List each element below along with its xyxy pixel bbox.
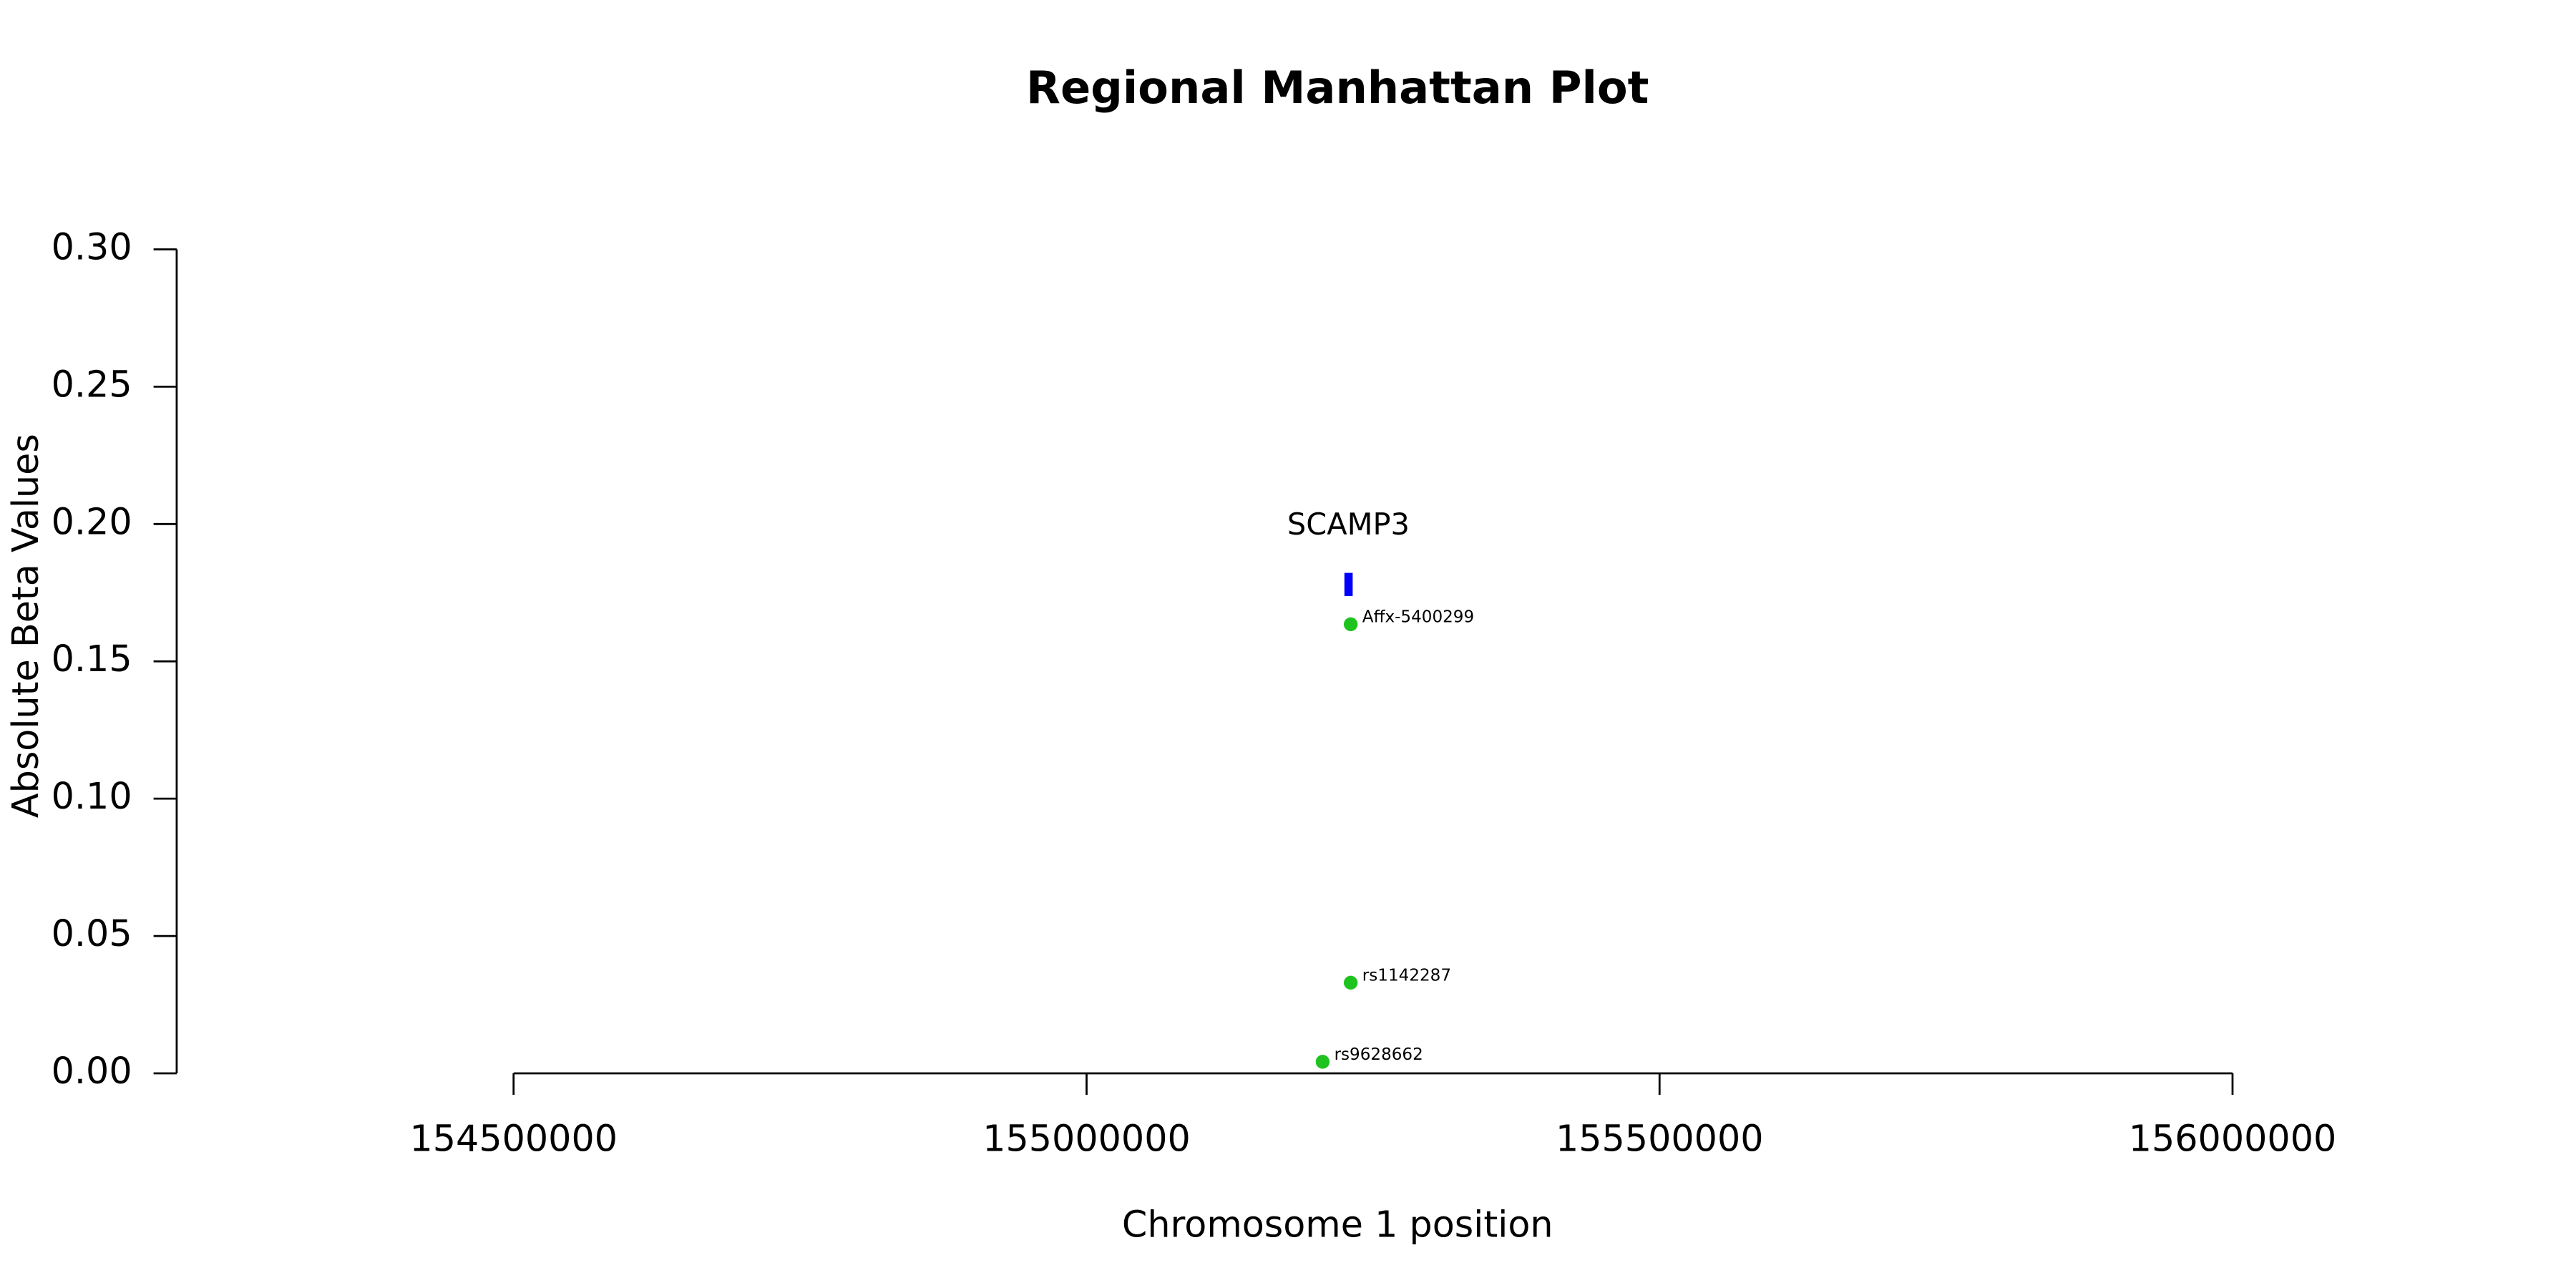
point-label: rs9628662 [1335, 1045, 1423, 1064]
y-tick-label: 0.15 [52, 638, 132, 680]
y-tick-label: 0.00 [52, 1050, 132, 1092]
point [1343, 975, 1358, 990]
gene-label: SCAMP3 [1287, 507, 1410, 542]
x-tick-label: 155000000 [982, 1118, 1191, 1160]
y-tick-label: 0.25 [52, 363, 132, 405]
x-tick-label: 156000000 [2129, 1118, 2337, 1160]
x-axis-title: Chromosome 1 position [1122, 1204, 1553, 1246]
y-tick-label: 0.20 [52, 500, 132, 542]
gene [1344, 572, 1353, 596]
y-axis-title: Absolute Beta Values [4, 434, 47, 818]
point-label: Affx-5400299 [1362, 608, 1474, 627]
x-tick-label: 154500000 [409, 1118, 618, 1160]
point [1315, 1055, 1330, 1069]
point [1343, 617, 1358, 632]
point-label: rs1142287 [1362, 967, 1451, 985]
chart-title: Regional Manhattan Plot [1026, 62, 1649, 114]
y-tick-label: 0.30 [52, 225, 132, 268]
x-tick-label: 155500000 [1556, 1118, 1764, 1160]
y-tick-label: 0.05 [52, 912, 132, 955]
y-tick-label: 0.10 [52, 775, 132, 817]
